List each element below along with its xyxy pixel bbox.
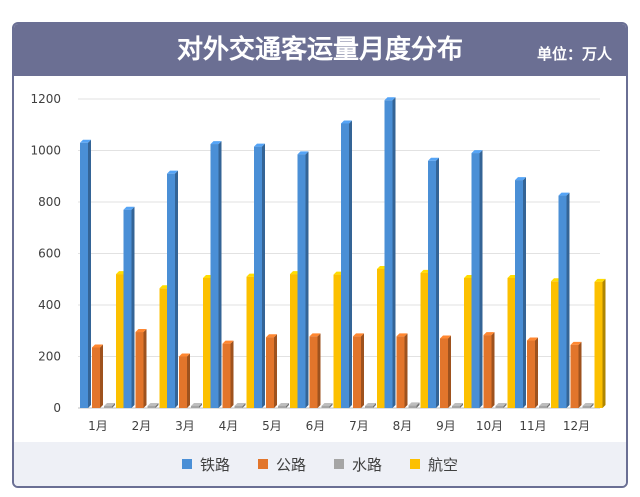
legend-label-0: 铁路 — [199, 455, 230, 474]
chart-card: 对外交通客运量月度分布 单位：万人 0 200 400 600 800 1000 1200 … — [12, 22, 628, 488]
bar-1-3 — [222, 340, 234, 408]
x-tick-label-8: 9月 — [436, 419, 456, 433]
bar-2-10 — [539, 402, 550, 408]
legend-band — [14, 442, 626, 486]
legend: 铁路 公路 水路 航空 — [14, 442, 626, 486]
x-tick-label-5: 6月 — [306, 419, 326, 433]
y-tick-label-0: 0 — [53, 401, 61, 415]
x-tick-label-11: 12月 — [563, 419, 590, 433]
x-tick-label-0: 1月 — [88, 419, 108, 433]
bar-0-10 — [515, 177, 526, 408]
bar-2-4 — [278, 402, 289, 408]
bar-1-10 — [527, 337, 538, 408]
bar-0-8 — [428, 157, 439, 408]
bar-0-0 — [80, 139, 91, 408]
bar-1-9 — [483, 332, 495, 408]
bar-0-5 — [297, 151, 309, 409]
bar-2-7 — [408, 402, 420, 408]
bar-2-5 — [321, 402, 333, 408]
bar-2-3 — [234, 402, 246, 408]
chart-title: 对外交通客运量月度分布 — [176, 35, 463, 65]
bar-0-4 — [254, 143, 265, 408]
bars — [80, 97, 606, 409]
y-tick-label-6: 1200 — [30, 92, 61, 106]
x-tick-label-9: 10月 — [476, 419, 503, 433]
bar-0-7 — [384, 97, 396, 408]
unit-label: 单位：万人 — [536, 45, 612, 63]
y-tick-label-3: 600 — [38, 247, 61, 261]
legend-label-3: 航空 — [428, 455, 459, 474]
x-tick-label-1: 2月 — [132, 419, 152, 433]
bar-3-11 — [594, 278, 606, 408]
legend-item-0: 铁路 — [181, 454, 230, 475]
bar-0-6 — [341, 120, 352, 409]
bar-1-7 — [396, 333, 408, 408]
bar-0-3 — [210, 141, 222, 408]
bar-2-9 — [495, 402, 507, 408]
bar-1-5 — [309, 333, 321, 408]
bar-0-2 — [167, 170, 178, 408]
bar-1-0 — [92, 344, 103, 408]
legend-swatch-0 — [181, 459, 192, 469]
bar-0-9 — [471, 150, 483, 408]
bar-1-2 — [179, 353, 190, 408]
bar-1-4 — [266, 334, 277, 408]
legend-item-2: 水路 — [334, 454, 382, 475]
y-axis-ticks: 0 200 400 600 800 1000 1200 — [30, 92, 61, 415]
bar-1-6 — [353, 333, 364, 408]
legend-swatch-3 — [410, 459, 421, 469]
y-tick-label-4: 800 — [38, 195, 61, 209]
legend-swatch-2 — [334, 459, 344, 469]
legend-label-1: 公路 — [275, 455, 306, 474]
bar-chart: 0 200 400 600 800 1000 1200 1月 2月 3月 4月 5月 6月 7月 8月 9月… — [30, 92, 606, 433]
bar-2-2 — [191, 402, 202, 408]
x-tick-label-10: 11月 — [519, 419, 546, 433]
x-tick-label-4: 5月 — [262, 419, 282, 433]
legend-item-3: 航空 — [410, 454, 458, 475]
y-tick-label-5: 1000 — [30, 144, 61, 158]
bar-2-11 — [582, 402, 594, 408]
bar-0-1 — [123, 206, 135, 408]
x-axis-ticks: 1月 2月 3月 4月 5月 6月 7月 8月 9月 10月 11月 12月 — [88, 419, 590, 433]
bar-1-11 — [570, 341, 582, 408]
y-tick-label-2: 400 — [38, 298, 61, 312]
bar-1-8 — [440, 335, 451, 408]
title-bar — [14, 24, 626, 76]
x-tick-label-3: 4月 — [219, 419, 239, 433]
y-tick-label-1: 200 — [38, 350, 61, 364]
x-tick-label-7: 8月 — [393, 419, 413, 433]
legend-label-2: 水路 — [352, 455, 383, 474]
legend-item-1: 公路 — [257, 454, 306, 475]
x-tick-label-6: 7月 — [349, 419, 369, 433]
bar-2-8 — [452, 402, 463, 408]
bar-2-1 — [147, 402, 159, 408]
bar-1-1 — [135, 329, 147, 408]
bar-2-0 — [104, 402, 115, 408]
x-tick-label-2: 3月 — [175, 419, 195, 433]
bar-2-6 — [365, 402, 376, 408]
legend-swatch-1 — [257, 459, 268, 469]
bar-0-11 — [558, 192, 570, 408]
